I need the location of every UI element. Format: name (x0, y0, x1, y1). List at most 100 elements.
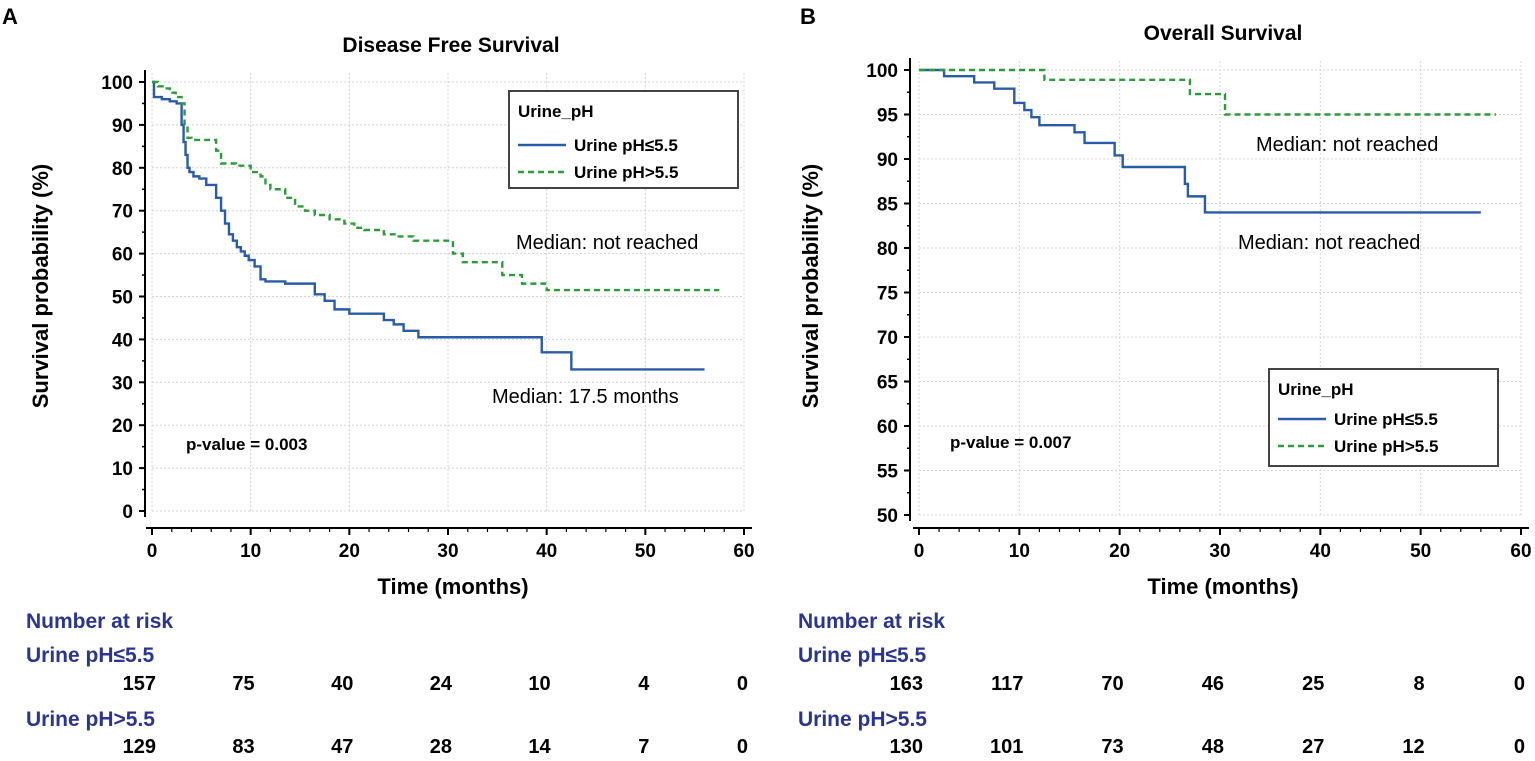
median-label-group2: Median: not reached (516, 232, 698, 254)
risk-count: 4 (638, 673, 650, 695)
risk-count: 25 (1302, 673, 1324, 695)
x-axis-label: Time (months) (1147, 574, 1298, 599)
x-tick-label: 60 (733, 541, 754, 562)
legend-label-group1: Urine pH≤5.5 (1334, 410, 1438, 429)
median-label-group1: Median: 17.5 months (492, 386, 679, 408)
risk-count: 0 (737, 673, 748, 695)
legend-label-group1: Urine pH≤5.5 (574, 136, 678, 155)
x-tick-label: 40 (1310, 541, 1331, 562)
legend-box (1268, 368, 1499, 467)
survival-curve-group2 (152, 80, 720, 292)
risk-group-label-group2: Urine pH>5.5 (26, 708, 155, 731)
risk-count: 7 (638, 736, 649, 758)
y-tick-label: 30 (112, 373, 133, 394)
x-tick-label: 50 (1410, 541, 1431, 562)
y-tick-label: 50 (112, 288, 133, 309)
risk-count: 14 (528, 736, 551, 758)
x-tick-label: 20 (1109, 541, 1130, 562)
legend-label-group2: Urine pH>5.5 (1334, 437, 1438, 456)
panel-b: B Overall Survival 505560657075808590951… (798, 4, 1532, 758)
risk-group-label-group1: Urine pH≤5.5 (26, 644, 155, 667)
risk-count: 83 (232, 736, 254, 758)
chart-title: Overall Survival (1144, 22, 1303, 45)
panel-letter: A (2, 4, 18, 29)
risk-group-label-group1: Urine pH≤5.5 (798, 644, 927, 667)
x-tick-label: 20 (339, 541, 360, 562)
risk-table: Number at risk Urine pH≤5.5 Urine pH>5.5… (26, 610, 748, 758)
risk-count: 47 (331, 736, 353, 758)
risk-count: 28 (430, 736, 452, 758)
y-tick-label: 0 (122, 502, 133, 523)
p-value: p-value = 0.003 (186, 435, 307, 454)
y-tick-label: 70 (877, 328, 898, 349)
x-axis-label: Time (months) (377, 574, 528, 599)
risk-count: 163 (890, 673, 923, 695)
legend-box (508, 90, 739, 189)
y-tick-label: 100 (101, 73, 133, 94)
survival-curve-group1 (152, 80, 705, 371)
p-value: p-value = 0.007 (950, 433, 1071, 452)
legend-title: Urine_pH (518, 102, 594, 121)
median-label-group1: Median: not reached (1238, 232, 1420, 254)
risk-count: 10 (528, 673, 550, 695)
risk-count: 8 (1414, 673, 1425, 695)
x-tick-label: 50 (635, 541, 656, 562)
y-tick-label: 80 (112, 159, 133, 180)
risk-count: 48 (1202, 736, 1224, 758)
risk-table: Number at risk Urine pH≤5.5 Urine pH>5.5… (798, 610, 1525, 758)
risk-count: 70 (1101, 673, 1123, 695)
y-axis-label: Survival probability (%) (798, 164, 823, 409)
risk-count: 101 (990, 736, 1023, 758)
risk-count: 24 (430, 673, 453, 695)
x-tick-label: 0 (147, 541, 158, 562)
risk-count: 12 (1402, 736, 1424, 758)
y-tick-label: 85 (877, 195, 899, 216)
legend: Urine_pH Urine pH≤5.5 Urine pH>5.5 (508, 90, 739, 189)
panel-letter: B (800, 4, 816, 29)
y-tick-label: 90 (112, 116, 133, 137)
x-tick-label: 10 (1009, 541, 1030, 562)
risk-count: 0 (737, 736, 748, 758)
y-tick-label: 60 (877, 417, 898, 438)
y-tick-label: 75 (877, 284, 899, 305)
y-axis-label: Survival probability (%) (28, 164, 53, 409)
risk-count: 130 (890, 736, 923, 758)
x-tick-label: 10 (240, 541, 261, 562)
legend-title: Urine_pH (1278, 380, 1354, 399)
y-tick-label: 40 (112, 330, 133, 351)
y-tick-label: 70 (112, 202, 133, 223)
x-tick-label: 0 (914, 541, 925, 562)
y-tick-label: 55 (877, 462, 899, 483)
legend: Urine_pH Urine pH≤5.5 Urine pH>5.5 (1268, 368, 1499, 467)
risk-count: 0 (1514, 736, 1525, 758)
y-tick-label: 10 (112, 459, 133, 480)
risk-count: 75 (232, 673, 254, 695)
risk-group-label-group2: Urine pH>5.5 (798, 708, 927, 731)
median-label-group2: Median: not reached (1256, 134, 1438, 156)
y-tick-label: 60 (112, 245, 133, 266)
x-tick-label: 30 (437, 541, 458, 562)
chart-title: Disease Free Survival (342, 34, 559, 57)
x-tick-label: 60 (1510, 541, 1531, 562)
risk-count: 40 (331, 673, 353, 695)
y-tick-label: 80 (877, 239, 898, 260)
risk-count: 27 (1302, 736, 1324, 758)
risk-count: 129 (123, 736, 156, 758)
legend-label-group2: Urine pH>5.5 (574, 163, 678, 182)
y-tick-label: 100 (866, 61, 898, 82)
y-tick-label: 95 (877, 106, 899, 127)
risk-table-heading: Number at risk (798, 610, 945, 633)
y-tick-label: 20 (112, 416, 133, 437)
x-tick-label: 40 (536, 541, 557, 562)
survival-curve-group1 (919, 68, 1481, 214)
panel-a: A Disease Free Survival 0102030405060708… (2, 4, 755, 758)
risk-count: 157 (123, 673, 156, 695)
y-tick-label: 65 (877, 373, 899, 394)
risk-count: 46 (1202, 673, 1224, 695)
risk-count: 0 (1514, 673, 1525, 695)
y-tick-label: 50 (877, 506, 898, 527)
x-tick-label: 30 (1209, 541, 1230, 562)
risk-count: 73 (1101, 736, 1123, 758)
y-tick-label: 90 (877, 150, 898, 171)
